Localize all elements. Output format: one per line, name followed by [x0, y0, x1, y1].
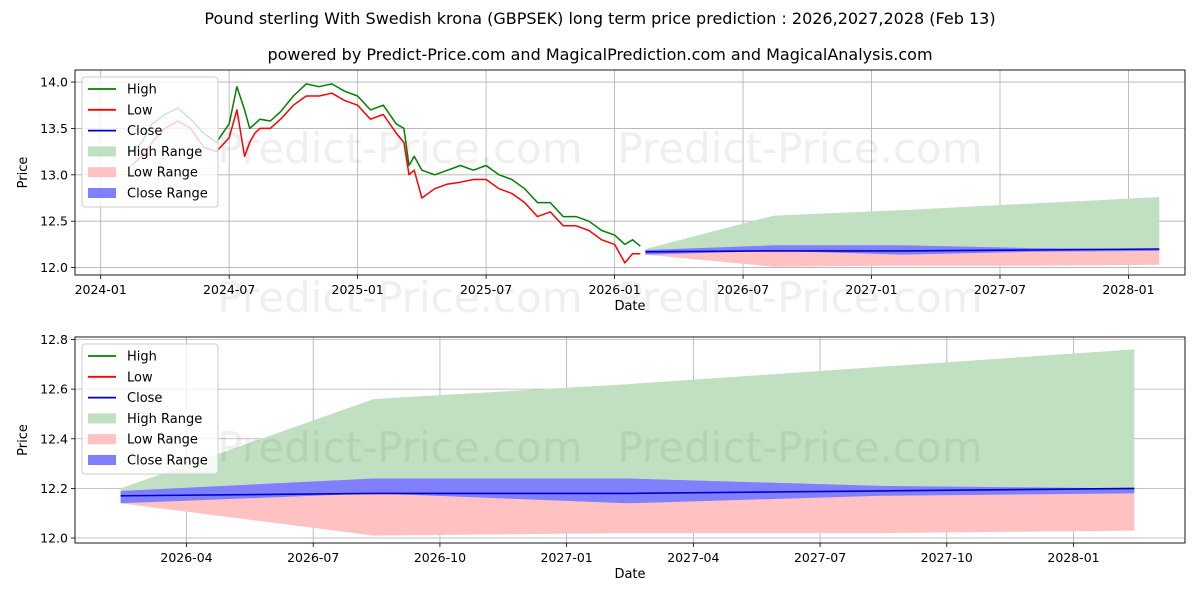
high-range-band — [645, 197, 1160, 252]
forecast-panel: 2026-04 2026-07 2026-10 2027-01 2027-04 2027-… — [16, 332, 1186, 582]
x-tick-label: 2027-04 — [667, 550, 719, 565]
plot-frame — [74, 336, 1186, 544]
watermark-text: Predict-Price.com — [217, 273, 582, 322]
x-tick-label: 2026-07 — [717, 282, 769, 297]
close-forecast-line — [120, 487, 1135, 497]
x-axis-label: Date — [614, 299, 645, 314]
x-tick-label: 2026-01 — [588, 282, 640, 297]
x-tick-label: 2024-01 — [75, 282, 127, 297]
x-tick-label: 2025-01 — [332, 282, 384, 297]
y-tick-label: 12.6 — [40, 382, 68, 397]
y-tick-label: 14.0 — [40, 75, 68, 90]
y-tick-label: 12.4 — [40, 431, 68, 446]
y-tick-label: 12.8 — [40, 332, 68, 347]
legend-label: High Range — [127, 145, 202, 160]
x-tick-label: 2028-01 — [1047, 550, 1099, 565]
x-tick-label: 2025-07 — [460, 282, 512, 297]
legend: High Low Close High Range Low Range Close Ran… — [81, 343, 219, 475]
low-range-band — [645, 249, 1160, 267]
y-tick-label: 12.0 — [40, 531, 68, 546]
overview-panel: 2024-01 2024-07 2025-01 2025-07 2026-01 2026-… — [16, 69, 1186, 322]
x-tick-label: 2026-04 — [160, 550, 212, 565]
low-history-line — [131, 92, 641, 264]
watermark-text: Predict-Price.com — [617, 124, 982, 173]
x-tick-label: 2024-07 — [203, 282, 255, 297]
y-axis-label: Price — [16, 424, 31, 456]
legend-swatch-low_range — [88, 434, 116, 445]
legend-label: Low — [127, 370, 153, 385]
legend-label: High — [127, 83, 157, 98]
legend-label: High Range — [127, 412, 202, 427]
close-range-band — [120, 478, 1135, 504]
watermark-text: Predict-Price.com — [217, 124, 582, 173]
close-range-band — [645, 245, 1160, 255]
legend-label: Close — [127, 391, 162, 406]
legend-label: Low Range — [127, 166, 198, 181]
x-tick-label: 2028-01 — [1102, 282, 1154, 297]
legend-label: Low — [127, 103, 153, 118]
legend-swatch-high_range — [88, 146, 116, 157]
legend-swatch-close_range — [88, 455, 116, 465]
legend-label: Close — [127, 124, 162, 139]
x-tick-label: 2027-07 — [974, 282, 1026, 297]
y-tick-label: 13.0 — [40, 167, 68, 182]
legend-swatch-low_range — [88, 167, 116, 178]
x-tick-label: 2027-07 — [794, 550, 846, 565]
y-tick-label: 12.0 — [40, 260, 68, 275]
x-tick-label: 2026-07 — [287, 550, 339, 565]
watermark-text: Predict-Price.com — [217, 423, 582, 472]
chart-subtitle: powered by Predict-Price.com and Magical… — [267, 45, 933, 64]
chart-title: Pound sterling With Swedish krona (GBPSE… — [204, 9, 996, 28]
low-range-band — [120, 488, 1135, 536]
legend-label: Close Range — [127, 454, 208, 469]
legend: High Low Close High Range Low Range Close Ran… — [81, 76, 219, 208]
watermark-text: Predict-Price.com — [617, 273, 982, 322]
y-tick-label: 12.5 — [40, 214, 68, 229]
x-axis-label: Date — [614, 567, 645, 582]
legend-label: Low Range — [127, 433, 198, 448]
plot-area — [131, 83, 1160, 267]
y-axis-label: Price — [16, 157, 31, 189]
x-tick-label: 2027-01 — [541, 550, 593, 565]
plot-frame — [74, 69, 1186, 276]
x-tick-label: 2026-10 — [414, 550, 466, 565]
plot-area — [120, 349, 1135, 536]
legend-swatch-high_range — [88, 413, 116, 424]
close-forecast-line — [645, 248, 1160, 253]
watermark-text: Predict-Price.com — [617, 423, 982, 472]
legend-swatch-close_range — [88, 188, 116, 198]
high-range-band — [120, 349, 1135, 496]
y-tick-label: 13.5 — [40, 121, 68, 136]
legend-label: Close Range — [127, 187, 208, 202]
x-tick-label: 2027-10 — [921, 550, 973, 565]
x-tick-label: 2027-01 — [845, 282, 897, 297]
legend-label: High — [127, 350, 157, 365]
high-history-line — [131, 83, 641, 247]
y-tick-label: 12.2 — [40, 481, 68, 496]
